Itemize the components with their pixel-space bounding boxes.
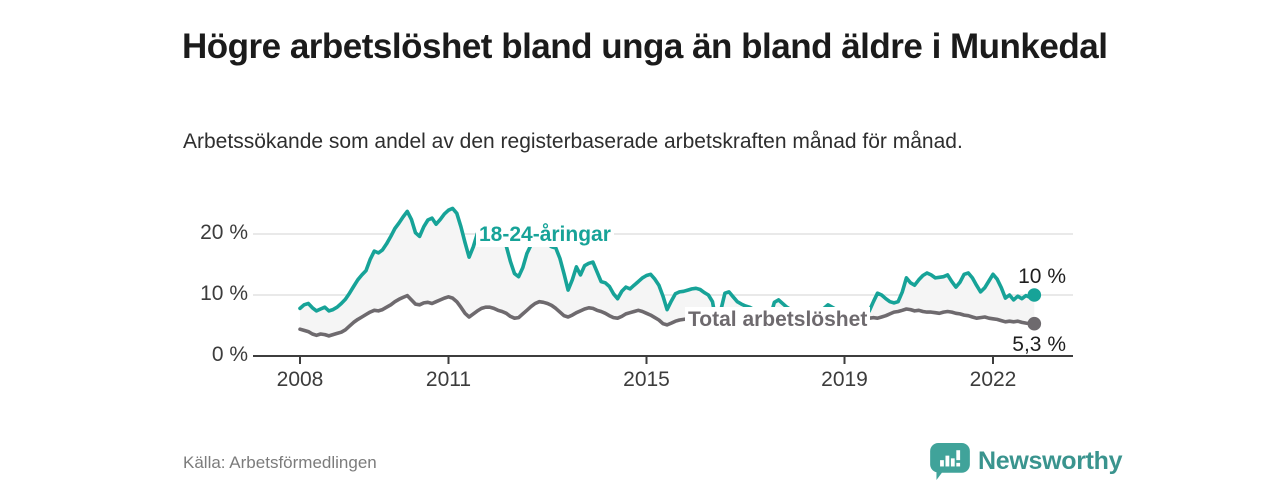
- page-title: Högre arbetslöshet bland unga än bland ä…: [182, 27, 1108, 67]
- newsworthy-logo: Newsworthy: [930, 443, 1123, 480]
- chart-subtitle: Arbetssökande som andel av den registerb…: [183, 130, 963, 153]
- x-tick-label: 2022: [969, 368, 1017, 391]
- x-tick-label: 2019: [821, 368, 868, 391]
- x-tick-label: 2008: [276, 368, 324, 391]
- y-tick-label: 10 %: [200, 282, 248, 305]
- y-tick-label: 0 %: [211, 343, 248, 366]
- y-tick-label: 20 %: [200, 221, 248, 244]
- series-label-total: Total arbetslöshet: [685, 307, 871, 332]
- series-label-youth: 18-24-åringar: [476, 222, 614, 247]
- end-value-total: 5,3 %: [1012, 333, 1066, 356]
- x-tick-label: 2015: [623, 368, 670, 391]
- x-tick-label: 2011: [425, 368, 472, 391]
- newsworthy-wordmark: Newsworthy: [978, 447, 1123, 475]
- source-note: Källa: Arbetsförmedlingen: [183, 453, 377, 472]
- end-value-youth: 10 %: [1018, 265, 1066, 288]
- bar-chart-bubble-icon: [930, 443, 970, 480]
